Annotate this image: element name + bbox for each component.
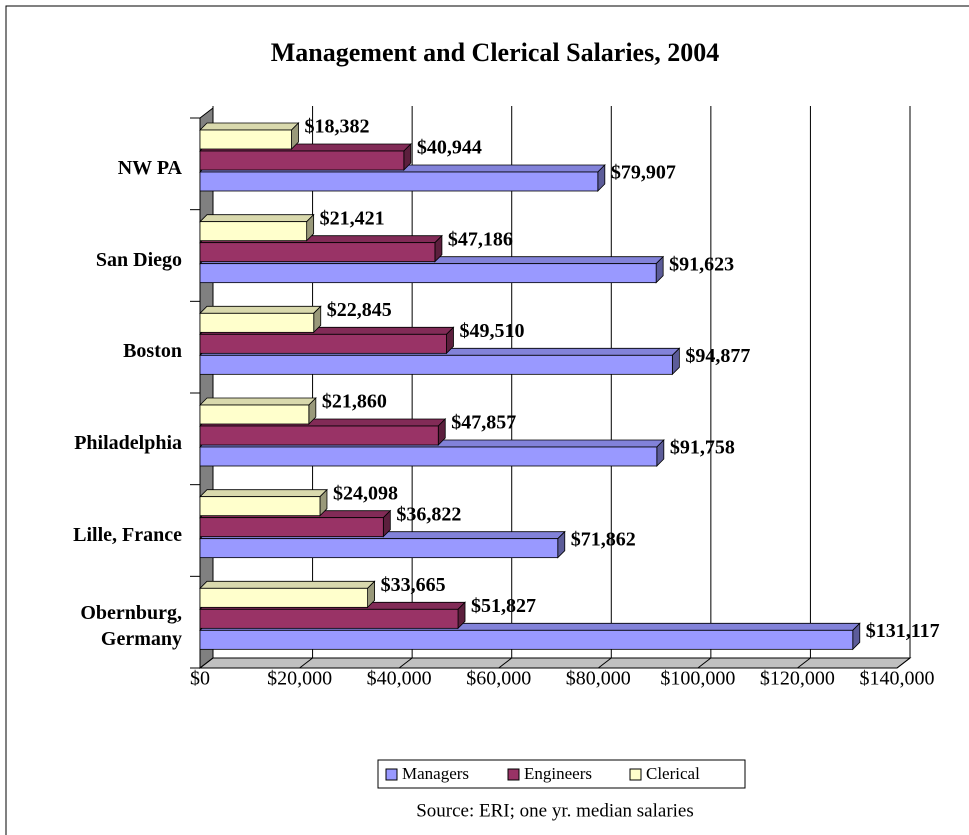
bar: [199, 354, 673, 375]
bar: [199, 312, 315, 333]
category-label: Lille, France: [73, 523, 182, 546]
x-tick-label: $120,000: [760, 668, 835, 690]
bar-top: [199, 214, 315, 223]
x-tick-label: $80,000: [566, 668, 631, 690]
bar-top: [199, 305, 322, 314]
bar-top: [199, 397, 317, 406]
legend-swatch: [507, 768, 520, 781]
value-label: $79,907: [611, 162, 676, 184]
value-label: $91,623: [669, 253, 734, 275]
value-label: $49,510: [459, 320, 524, 342]
value-label: $18,382: [305, 116, 370, 138]
bar: [199, 629, 854, 650]
value-label: $22,845: [327, 299, 392, 321]
value-label: $21,421: [320, 207, 385, 229]
x-tick: [597, 657, 612, 669]
x-tick-label: $140,000: [860, 668, 935, 690]
value-label: $94,877: [685, 345, 750, 367]
bar: [199, 608, 459, 629]
value-label: $47,857: [451, 412, 516, 434]
x-tick: [896, 657, 911, 669]
value-label: $33,665: [381, 574, 446, 596]
bar: [199, 150, 405, 171]
x-tick-label: $60,000: [466, 668, 531, 690]
legend-label: Clerical: [646, 764, 700, 783]
legend-label: Managers: [402, 764, 469, 783]
bar: [199, 404, 310, 425]
bar: [199, 496, 321, 517]
value-label: $71,862: [571, 528, 636, 550]
legend-box: [377, 759, 746, 789]
bar: [199, 333, 447, 354]
bar: [199, 129, 292, 150]
x-tick: [199, 657, 214, 669]
bar: [199, 425, 439, 446]
bar-top: [199, 489, 328, 498]
bar: [199, 221, 308, 242]
value-label: $131,117: [866, 620, 940, 642]
source-note: Source: ERI; one yr. median salaries: [416, 800, 694, 821]
category-label: Boston: [123, 340, 182, 363]
x-tick: [697, 657, 712, 669]
x-tick: [299, 657, 313, 669]
value-label: $21,860: [322, 391, 387, 413]
bar: [199, 587, 369, 608]
value-label: $47,186: [448, 228, 513, 250]
bar: [199, 538, 559, 559]
chart-border: [5, 5, 969, 835]
category-label: NW PA: [117, 156, 182, 179]
x-tick-label: $0: [190, 668, 210, 690]
legend-label: Engineers: [524, 764, 592, 783]
value-label: $24,098: [333, 482, 398, 504]
bar-top: [199, 580, 376, 589]
chart-title: Management and Clerical Salaries, 2004: [271, 38, 719, 67]
category-label: Philadelphia: [74, 431, 182, 454]
x-tick-label: $20,000: [267, 668, 332, 690]
bar: [199, 446, 658, 467]
x-tick: [797, 657, 811, 669]
bar: [199, 517, 384, 538]
legend-swatch: [385, 768, 398, 781]
bar: [199, 263, 657, 284]
x-tick: [398, 657, 413, 669]
value-label: $36,822: [396, 503, 461, 525]
bar: [199, 171, 599, 192]
value-label: $51,827: [471, 595, 536, 617]
category-label: Obernburg, Germany: [80, 602, 182, 651]
value-label: $40,944: [417, 137, 482, 159]
x-tick-label: $40,000: [367, 668, 432, 690]
value-label: $91,758: [670, 437, 735, 459]
x-tick-label: $100,000: [660, 668, 735, 690]
legend-swatch: [629, 768, 642, 781]
x-tick: [498, 657, 513, 669]
bar: [199, 242, 436, 263]
bar-top: [199, 122, 300, 131]
category-label: San Diego: [95, 248, 182, 271]
